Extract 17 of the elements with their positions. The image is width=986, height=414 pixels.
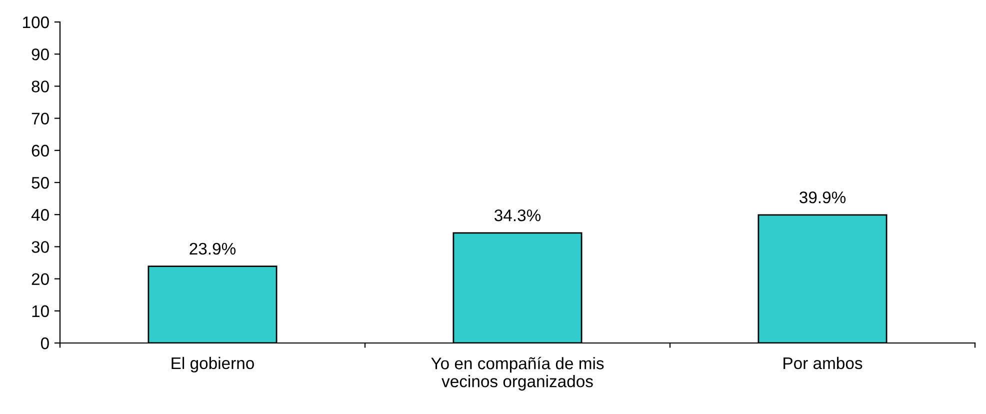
x-tick-label: Por ambos <box>784 356 862 370</box>
data-label: 23.9% <box>190 242 236 255</box>
y-tick-label: 40 <box>31 209 49 221</box>
y-tick-label: 100 <box>23 16 49 28</box>
y-tick-label: 60 <box>32 144 49 157</box>
y-tick-label: 10 <box>32 305 49 318</box>
y-tick-label: 90 <box>32 48 49 60</box>
x-tick-label: El gobierno <box>172 356 254 372</box>
data-label: 34.3% <box>494 209 541 222</box>
y-tick-label: 0 <box>40 337 49 350</box>
y-tick-label: 80 <box>32 80 49 92</box>
data-label: 39.9% <box>800 191 846 204</box>
y-tick-label: 30 <box>32 241 49 253</box>
y-tick-label: 70 <box>32 112 49 125</box>
y-tick-label: 20 <box>32 273 49 286</box>
y-tick-label: 50 <box>32 176 49 189</box>
x-tick-label: Yo en compañía de mis vecinos organizados <box>431 356 604 391</box>
